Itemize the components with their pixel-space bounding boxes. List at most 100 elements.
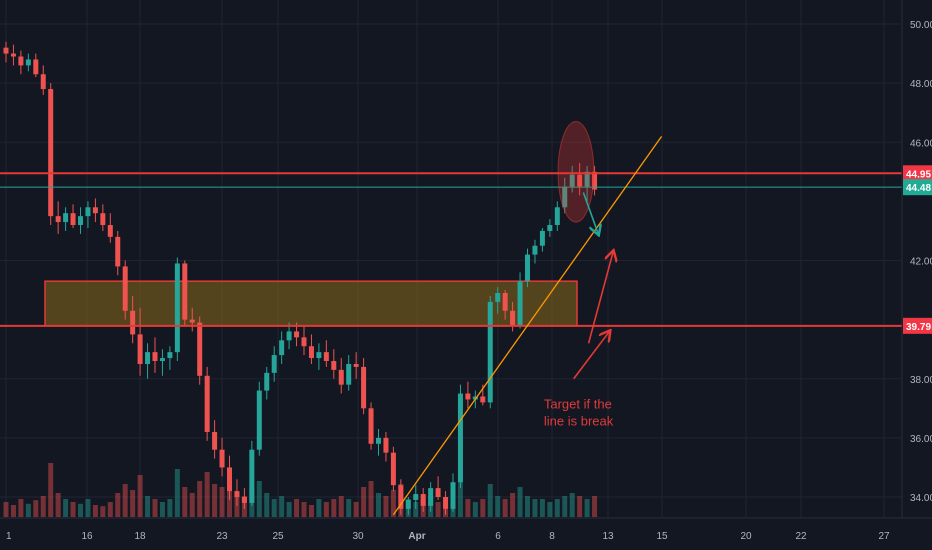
candle-body bbox=[443, 497, 449, 509]
candle-body bbox=[569, 174, 575, 187]
candle-body bbox=[107, 225, 113, 237]
time-tick-label: 6 bbox=[495, 531, 501, 542]
candle-body bbox=[137, 334, 143, 364]
volume-bar bbox=[197, 481, 203, 517]
volume-bar bbox=[219, 487, 225, 517]
candle-body bbox=[174, 263, 180, 353]
candle-body bbox=[279, 340, 285, 356]
candle-body bbox=[428, 488, 434, 506]
candle-body bbox=[227, 467, 232, 492]
arrow bbox=[587, 252, 614, 344]
time-tick-label: 16 bbox=[81, 531, 93, 542]
price-badge-label: 44.48 bbox=[906, 183, 931, 194]
time-tick-label: 25 bbox=[272, 531, 284, 542]
candle-body bbox=[40, 74, 46, 90]
time-axis[interactable]: 1 16 18 23 25 30 Apr 6 8 13 15 20 22 27 bbox=[6, 531, 890, 542]
volume-bar bbox=[40, 496, 46, 517]
candle-body bbox=[145, 352, 151, 364]
candle-body bbox=[212, 431, 218, 450]
volume-bar bbox=[517, 487, 523, 517]
volume-bar bbox=[383, 496, 389, 517]
volume-bar bbox=[18, 499, 24, 517]
candle-body bbox=[584, 171, 590, 187]
annotation-text: Target if the bbox=[544, 396, 612, 411]
volume-bar bbox=[577, 496, 583, 517]
time-tick-label: 23 bbox=[216, 531, 228, 542]
time-tick-label: 18 bbox=[134, 531, 146, 542]
price-tick-label: 36.00 bbox=[910, 434, 932, 445]
time-tick-label: 13 bbox=[602, 531, 614, 542]
time-tick-label: 1 bbox=[6, 531, 12, 542]
candle-body bbox=[301, 337, 307, 347]
candle-body bbox=[3, 47, 9, 54]
candle-body bbox=[450, 482, 456, 509]
candle-body bbox=[92, 207, 98, 214]
candle-body bbox=[323, 352, 329, 362]
volume-bar bbox=[510, 493, 516, 517]
volume-bar bbox=[368, 481, 374, 517]
volume-bar bbox=[70, 502, 76, 517]
candle-body bbox=[256, 390, 262, 450]
volume-bar bbox=[189, 493, 195, 517]
candle-body bbox=[383, 437, 389, 453]
volume-bar bbox=[323, 502, 329, 517]
volume-bar bbox=[107, 502, 113, 517]
candle-body bbox=[502, 293, 508, 311]
arrow bbox=[582, 192, 598, 234]
candle-body bbox=[353, 363, 359, 367]
candle-body bbox=[405, 499, 411, 509]
volume-bar bbox=[152, 499, 158, 517]
candle-body bbox=[78, 216, 83, 226]
price-tick-label: 42.00 bbox=[910, 257, 932, 268]
candle-body bbox=[122, 266, 128, 311]
volume-bar bbox=[525, 496, 530, 517]
volume-bar bbox=[390, 490, 396, 517]
volume-bar bbox=[92, 505, 98, 517]
volume-bar bbox=[316, 499, 322, 517]
price-badges: 44.95 44.48 39.79 bbox=[903, 165, 932, 334]
volume-bar bbox=[159, 502, 165, 517]
price-badge bbox=[903, 165, 932, 182]
volume-bar bbox=[502, 499, 508, 517]
volume-bar bbox=[562, 496, 568, 517]
candle-body bbox=[33, 59, 39, 75]
volume-bar bbox=[338, 496, 344, 517]
horizontal-levels bbox=[0, 172, 902, 327]
price-axis[interactable]: 50.00 48.00 46.00 42.00 38.00 36.00 34.00 bbox=[910, 20, 932, 504]
volume-bar bbox=[472, 502, 478, 517]
volume-bar bbox=[130, 490, 136, 517]
price-badge-label: 39.79 bbox=[906, 322, 931, 333]
candle-body bbox=[219, 449, 225, 468]
price-badge-label: 44.95 bbox=[906, 169, 931, 180]
candle-body bbox=[197, 322, 203, 376]
price-badge bbox=[903, 317, 932, 334]
volume-bar bbox=[212, 484, 218, 517]
time-tick-label: 22 bbox=[795, 531, 807, 542]
volume-bar bbox=[256, 481, 262, 517]
volume-bars bbox=[3, 463, 598, 517]
candle-body bbox=[517, 281, 523, 326]
candle-body bbox=[159, 358, 165, 362]
candle-body bbox=[420, 494, 426, 506]
volume-bar bbox=[584, 499, 590, 517]
volume-bar bbox=[286, 502, 292, 517]
time-tick-label: Apr bbox=[408, 531, 425, 542]
candle-body bbox=[63, 213, 69, 223]
time-tick-label: 27 bbox=[878, 531, 890, 542]
candle-body bbox=[361, 366, 367, 409]
volume-bar bbox=[122, 484, 128, 517]
arrow bbox=[573, 331, 610, 380]
volume-bar bbox=[457, 481, 463, 517]
candle-body bbox=[487, 301, 493, 403]
volume-bar bbox=[279, 496, 285, 517]
candle-body bbox=[413, 494, 419, 500]
candle-body bbox=[18, 56, 24, 66]
candle-body bbox=[115, 236, 121, 267]
candle-body bbox=[271, 355, 277, 373]
volume-bar bbox=[539, 499, 545, 517]
candle-body bbox=[539, 230, 545, 246]
candle-body bbox=[532, 245, 538, 255]
drawings: Target if the line is break bbox=[392, 121, 663, 516]
volume-bar bbox=[137, 475, 143, 517]
